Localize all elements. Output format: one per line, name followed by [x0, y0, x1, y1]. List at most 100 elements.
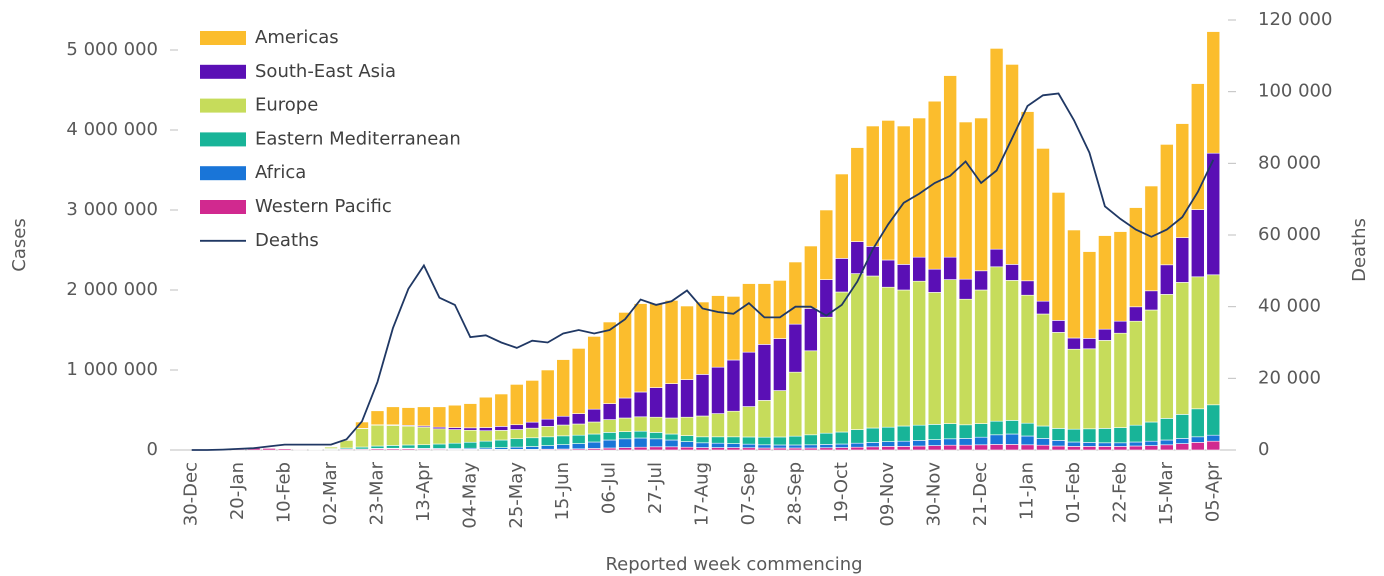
bar-segment [494, 430, 509, 441]
bar-segment [1067, 441, 1081, 447]
bar-segment [1051, 332, 1066, 429]
bar-segment [695, 415, 710, 438]
bar-segment [726, 296, 741, 361]
x-tick-label: 04-May [459, 462, 480, 529]
bar-segment [850, 241, 865, 274]
bar-segment [943, 75, 957, 258]
x-tick-label: 21-Dec [970, 462, 991, 526]
bar-segment [680, 441, 694, 448]
bar-segment [927, 445, 942, 451]
bar-segment [773, 338, 787, 391]
bar-segment [509, 424, 524, 430]
legend-label: South-East Asia [255, 61, 396, 82]
bar-segment [834, 447, 849, 451]
bar-segment [1051, 428, 1066, 441]
bar-segment [695, 447, 710, 451]
bar-segment [1206, 274, 1221, 406]
bar-segment [850, 273, 865, 430]
x-tick-label: 23-Mar [366, 461, 387, 525]
bar-segment [1144, 440, 1159, 446]
bar-segment [587, 433, 601, 443]
bar-segment [1020, 444, 1035, 451]
bar-segment [711, 442, 725, 448]
bar-segment [540, 426, 555, 438]
x-tick-label: 19-Oct [831, 462, 852, 523]
bar-segment [1036, 425, 1050, 439]
bar-segment [370, 410, 385, 426]
bar-segment [974, 117, 988, 272]
bar-segment [556, 424, 571, 437]
y-tick-label: 0 [147, 439, 158, 460]
bar-segment [958, 278, 973, 300]
bar-segment [1005, 64, 1019, 265]
bar-segment [1175, 237, 1190, 283]
legend-label: Eastern Mediterranean [255, 128, 461, 149]
bar-segment [571, 423, 586, 436]
bar-segment [1129, 424, 1143, 443]
bar-segment [494, 439, 509, 448]
bar-segment [974, 289, 988, 424]
bar-segment [1098, 235, 1112, 330]
bar-segment [804, 245, 818, 309]
bar-segment [1005, 444, 1019, 451]
bar-segment [1113, 442, 1128, 447]
bar-segment [819, 444, 834, 449]
bar-segment [1067, 446, 1081, 451]
bar-segment [602, 439, 617, 449]
bar-segment [370, 424, 385, 447]
bar-segment [927, 100, 942, 270]
bar-segment [680, 416, 694, 436]
bar-segment [649, 416, 663, 433]
bar-segment [958, 438, 973, 446]
bar-segment [602, 419, 617, 433]
bar-segment [664, 446, 679, 451]
bar-segment [1190, 442, 1205, 451]
bar-segment [1144, 290, 1159, 311]
bar-segment [540, 369, 555, 420]
x-tick-label: 15-Jun [552, 462, 573, 521]
bar-segment [479, 427, 493, 432]
bar-segment [509, 384, 524, 426]
legend-swatch [200, 132, 246, 147]
bar-segment [571, 434, 586, 444]
bar-segment [664, 433, 679, 441]
bar-segment [386, 445, 400, 449]
x-tick-label: 20-Jan [227, 462, 248, 520]
bar-segment [355, 428, 369, 448]
bar-segment [1082, 348, 1097, 430]
bar-segment [989, 434, 1004, 445]
bar-segment [525, 446, 540, 450]
bar-segment [618, 447, 632, 451]
bar-segment [1113, 446, 1128, 451]
bar-segment [865, 442, 880, 448]
bar-segment [695, 374, 710, 417]
bar-segment [587, 408, 601, 423]
y2-tick-label: 20 000 [1258, 367, 1321, 388]
bar-segment [881, 426, 896, 442]
deaths-line [191, 92, 1215, 451]
bar-segment [958, 444, 973, 451]
bar-segment [695, 436, 710, 444]
bar-segment [927, 292, 942, 425]
bar-segment [1175, 443, 1190, 451]
bar-segment [1144, 421, 1159, 442]
x-tick-label: 30-Dec [181, 462, 202, 526]
bar-segment [788, 435, 803, 446]
bar-segment [788, 323, 803, 373]
x-tick-label: 17-Aug [692, 462, 713, 526]
bar-segment [680, 446, 694, 451]
bar-segment [711, 436, 725, 444]
bar-segment [1067, 428, 1081, 443]
y-tick-label: 1 000 000 [66, 359, 158, 380]
bar-segment [773, 447, 787, 451]
bar-segment [881, 446, 896, 451]
bar-segment [974, 423, 988, 438]
y2-tick-label: 80 000 [1258, 152, 1321, 173]
bar-segment [1098, 328, 1112, 341]
bar-segment [386, 425, 400, 446]
bar-segment [726, 410, 741, 438]
bar-segment [587, 441, 601, 449]
bar-segment [974, 444, 988, 451]
bar-segment [587, 421, 601, 435]
bar-segment [633, 430, 648, 439]
